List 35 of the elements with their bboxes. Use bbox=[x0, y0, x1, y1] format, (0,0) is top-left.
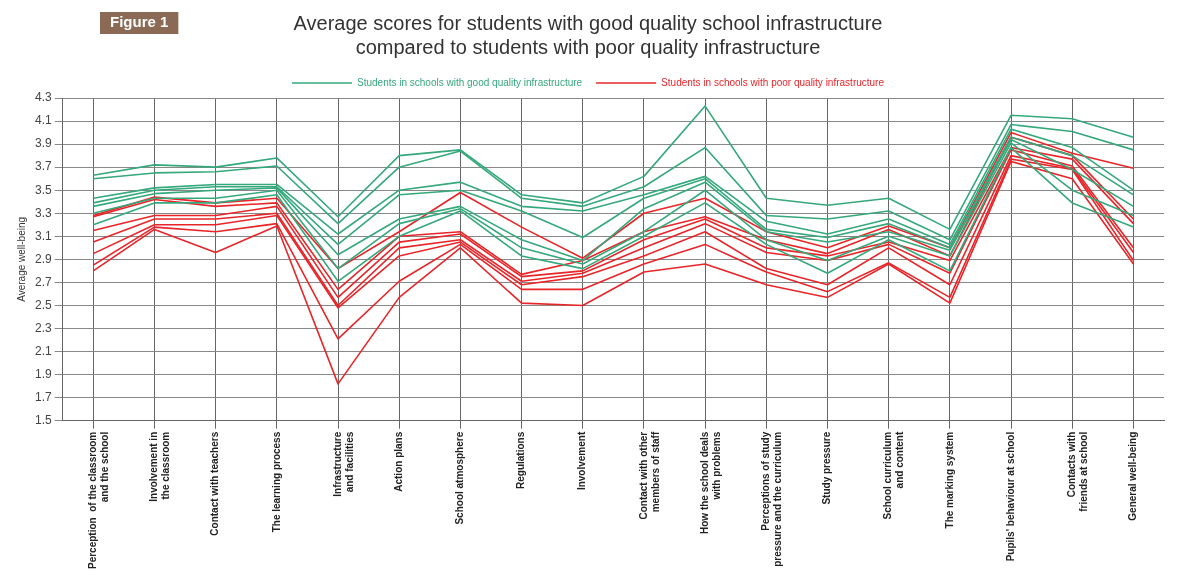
x-tick-label: Regulations bbox=[515, 431, 527, 489]
text: Students in schools with poor quality infrastructure bbox=[661, 76, 885, 88]
y-tick-label: 2.9 bbox=[34, 251, 52, 266]
x-tick-label: General well-being bbox=[1127, 431, 1139, 521]
y-tick-label: 4.3 bbox=[34, 90, 52, 105]
y-tick-label: 4.1 bbox=[34, 113, 52, 128]
x-tick-label: Pupils' behaviour at school bbox=[1004, 431, 1016, 562]
y-tick-label: 3.1 bbox=[34, 228, 52, 243]
y-tick-label: 3.9 bbox=[34, 136, 52, 151]
x-tick-label: Involvement bbox=[576, 431, 588, 491]
y-tick-label: 3.5 bbox=[34, 182, 52, 197]
x-tick-label: Action plans bbox=[392, 431, 404, 492]
y-tick-label: 3.7 bbox=[34, 159, 52, 174]
y-tick-label: 2.7 bbox=[34, 274, 52, 289]
x-tick-label: Contact with other members of staff bbox=[637, 431, 661, 520]
y-tick-label: 2.5 bbox=[34, 297, 52, 312]
y-tick-label: 1.9 bbox=[34, 366, 52, 381]
y-tick-label: 1.5 bbox=[34, 413, 52, 428]
y-tick-label: 3.3 bbox=[34, 205, 52, 220]
caption: Figure 1 bbox=[110, 13, 169, 31]
x-tick-label: Contacts with friends at school bbox=[1065, 431, 1089, 512]
x-tick-label: Contact with teachers bbox=[209, 431, 221, 536]
text: Students in schools with good quality infrastructure bbox=[356, 76, 583, 88]
x-tick-label: Infrastructure and facilities bbox=[331, 431, 355, 497]
x-tick-label: School atmosphere bbox=[454, 431, 466, 525]
x-tick-label: Perception of the classroom and the school bbox=[87, 431, 111, 570]
y-tick-label: 2.1 bbox=[34, 343, 52, 358]
chart-title: Average scores for students with good quality school infrastructure compared to students with poor quality infrastructure bbox=[293, 11, 883, 58]
y-tick-label: 1.7 bbox=[34, 390, 52, 404]
x-tick-label: The learning process bbox=[270, 431, 282, 533]
x-tick-label: The marking system bbox=[943, 431, 955, 529]
x-tick-label: School curriculum and content bbox=[882, 431, 906, 520]
y-axis-title: Average well-being bbox=[15, 216, 27, 302]
x-tick-label: Study pressure bbox=[821, 431, 833, 505]
y-tick-label: 2.3 bbox=[34, 320, 52, 335]
